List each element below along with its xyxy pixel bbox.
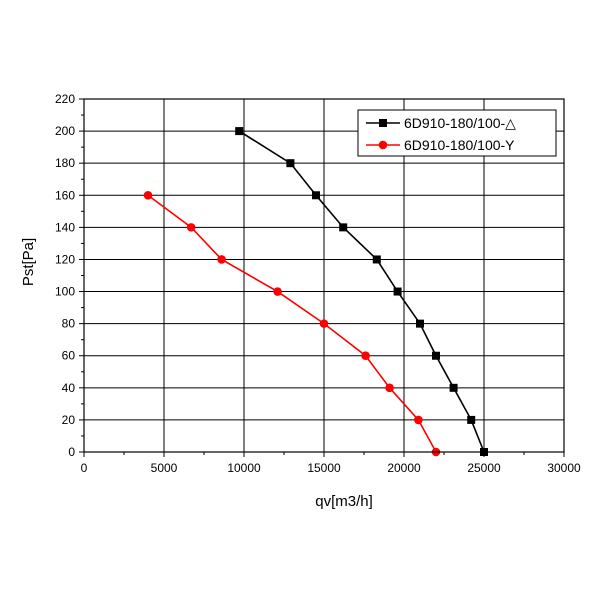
data-point bbox=[372, 255, 381, 264]
data-point bbox=[361, 351, 370, 361]
axes-layer: 0 5000 10000 15000 20000 25000 30000 0 20 40 60 80 1… bbox=[55, 92, 581, 475]
y-tick-label: 60 bbox=[62, 349, 76, 363]
x-axis-title: qv[m3/h] bbox=[315, 493, 373, 510]
y-tick-label: 80 bbox=[62, 317, 76, 331]
legend-label: 6D910-180/100-Y bbox=[404, 137, 515, 153]
data-point bbox=[312, 191, 320, 200]
data-point bbox=[319, 319, 329, 328]
x-tick-label: 10000 bbox=[227, 461, 261, 475]
legend-item: 6D910-180/100-△ bbox=[366, 115, 516, 131]
x-tick-label: 30000 bbox=[547, 461, 581, 475]
x-tick-label: 0 bbox=[81, 461, 88, 475]
x-tick-label: 5000 bbox=[151, 461, 178, 475]
legend-marker bbox=[378, 140, 388, 150]
y-tick-label: 160 bbox=[55, 188, 75, 202]
y-tick-label: 0 bbox=[68, 445, 75, 459]
data-point bbox=[449, 383, 458, 392]
legend-box bbox=[357, 109, 557, 157]
series-2 bbox=[143, 190, 441, 457]
data-point bbox=[339, 223, 348, 232]
x-tick-label: 20000 bbox=[387, 461, 421, 475]
x-tick-label: 15000 bbox=[307, 461, 341, 475]
data-point bbox=[414, 415, 423, 425]
y-tick-label: 120 bbox=[55, 252, 75, 266]
data-point bbox=[385, 383, 394, 393]
x-tick-label: 25000 bbox=[467, 461, 501, 475]
data-point bbox=[432, 351, 440, 360]
data-point bbox=[393, 287, 402, 296]
y-tick-label: 40 bbox=[62, 381, 76, 395]
data-point bbox=[416, 319, 424, 328]
grid-layer bbox=[84, 99, 564, 452]
data-point bbox=[273, 287, 282, 296]
data-point bbox=[467, 415, 476, 424]
y-tick-label: 220 bbox=[55, 92, 75, 106]
data-point bbox=[143, 190, 153, 200]
y-axis-title: Pst[Pa] bbox=[20, 238, 37, 286]
legend-label: 6D910-180/100-△ bbox=[404, 115, 516, 131]
data-point bbox=[186, 223, 196, 232]
y-tick-label: 100 bbox=[55, 285, 75, 299]
data-point bbox=[286, 159, 295, 168]
y-tick-label: 140 bbox=[55, 220, 75, 234]
data-point bbox=[217, 255, 226, 264]
data-point bbox=[235, 127, 244, 136]
series-layer bbox=[143, 127, 488, 457]
legend: 6D910-180/100-△ 6D910-180/100-Y bbox=[357, 109, 557, 157]
legend-marker bbox=[379, 119, 387, 127]
legend-item: 6D910-180/100-Y bbox=[366, 137, 515, 153]
y-tick-label: 200 bbox=[55, 124, 75, 138]
y-tick-label: 180 bbox=[55, 156, 75, 170]
y-tick-label: 20 bbox=[62, 413, 76, 427]
